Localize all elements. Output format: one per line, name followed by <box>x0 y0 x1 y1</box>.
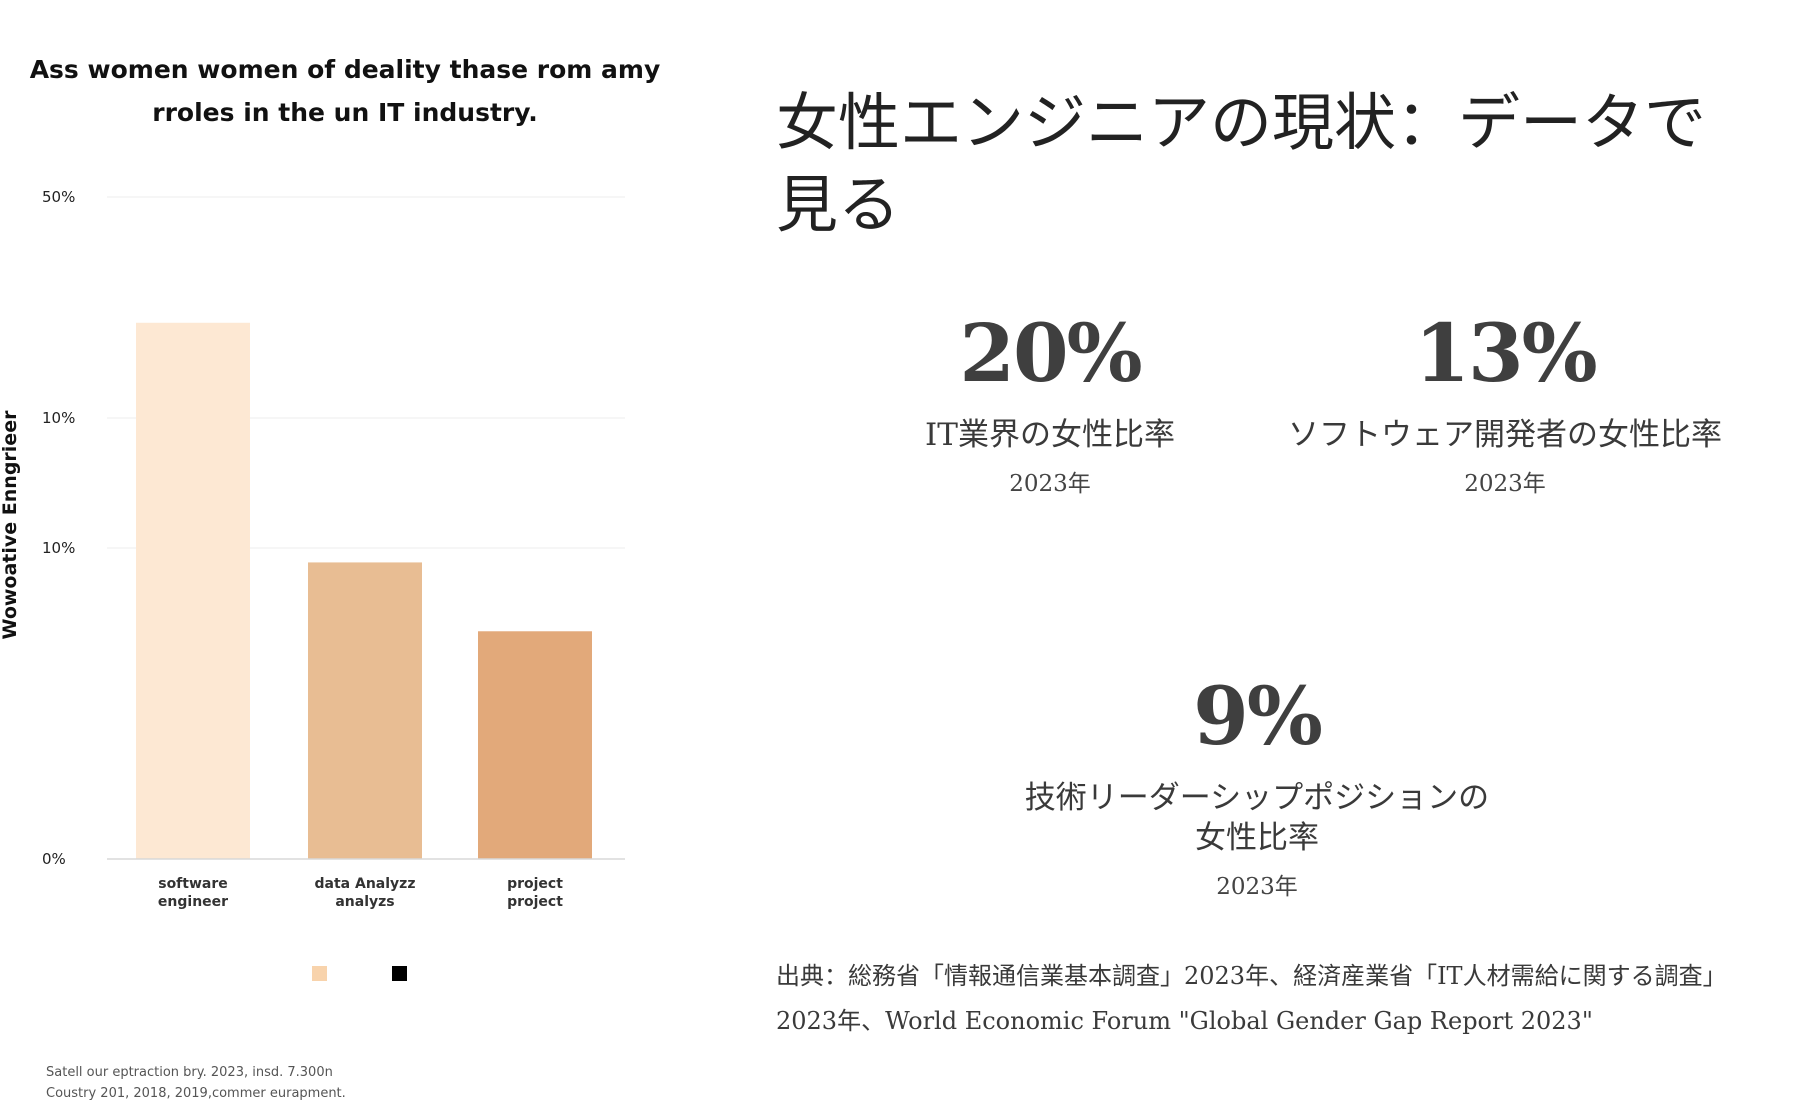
chart-title: Ass women women of deality thase rom amy… <box>29 55 661 127</box>
source-citation: 出典：総務省「情報通信業基本調査」2023年、経済産業省「IT人材需給に関する調… <box>776 962 1727 1035</box>
bar <box>136 322 250 859</box>
x-tick-label: data Analyzz <box>315 876 416 892</box>
stat-label: IT業界の女性比率 <box>925 417 1175 453</box>
x-tick-label: software <box>158 876 228 892</box>
bar <box>478 631 592 859</box>
footnote-line-2: Coustry 201, 2018, 2019,commer eurapment… <box>46 1086 346 1101</box>
stat-software-developers: 13% ソフトウェア開発者の女性比率 2023年 <box>1270 305 1740 499</box>
chart-footnote: Satell our eptraction bry. 2023, insd. 7… <box>46 1062 346 1104</box>
chart-panel: Ass women women of deality thase rom amy… <box>0 0 760 1116</box>
stat-value: 13% <box>1414 306 1597 400</box>
x-tick-label: analyzs <box>335 894 394 910</box>
infographic-panel: 女性エンジニアの現状：データで見る 20% IT業界の女性比率 2023年 13… <box>760 0 1800 1116</box>
stat-value: 20% <box>959 306 1142 400</box>
legend-swatch <box>312 966 327 981</box>
x-tick-label: project <box>507 894 563 910</box>
x-tick-label: engineer <box>158 894 228 910</box>
y-axis-label: Wowoative Enngrieer <box>0 410 21 640</box>
stat-year: 2023年 <box>1464 471 1546 497</box>
y-tick-label: 10% <box>42 539 75 557</box>
footnote-line-1: Satell our eptraction bry. 2023, insd. 7… <box>46 1065 333 1080</box>
x-tick-label: project <box>507 876 563 892</box>
stat-it-industry: 20% IT業界の女性比率 2023年 <box>850 305 1250 499</box>
stat-year: 2023年 <box>1009 471 1091 497</box>
infographic-title: 女性エンジニアの現状：データで見る <box>776 86 1707 241</box>
y-tick-label: 10% <box>42 409 75 427</box>
legend-swatch <box>392 966 407 981</box>
bar <box>308 562 422 859</box>
y-tick-label: 0% <box>42 850 66 868</box>
y-tick-label: 50% <box>42 188 75 206</box>
stat-tech-leadership: 9% 技術リーダーシップポジションの女性比率 2023年 <box>1012 668 1502 902</box>
bar-chart: 50% 10% 10% 0% Wowoative Enngrieer software en… <box>0 188 625 981</box>
stat-value: 9% <box>1193 669 1323 763</box>
stat-label: ソフトウェア開発者の女性比率 <box>1288 417 1722 453</box>
stat-year: 2023年 <box>1216 874 1298 900</box>
stat-label: 技術リーダーシップポジションの女性比率 <box>1024 780 1490 856</box>
